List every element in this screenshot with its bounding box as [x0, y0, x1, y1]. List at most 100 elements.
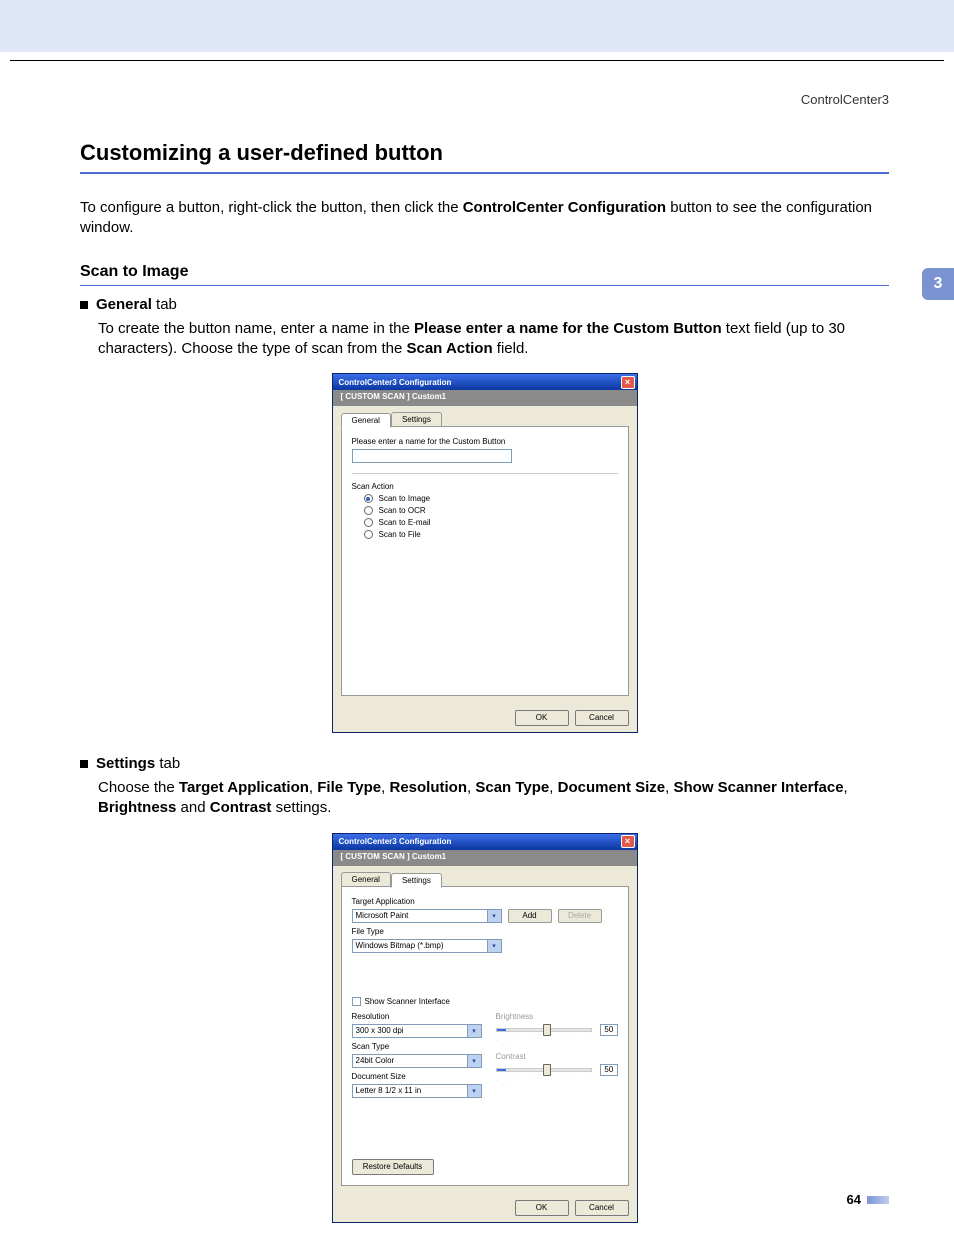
- custom-name-input[interactable]: [352, 449, 512, 463]
- target-app-dropdown[interactable]: Microsoft Paint ▾: [352, 909, 502, 923]
- radio-label: Scan to OCR: [379, 506, 426, 515]
- cancel-button[interactable]: Cancel: [575, 710, 629, 726]
- radio-scan-to-email[interactable]: Scan to E-mail: [364, 518, 618, 527]
- t: settings.: [271, 799, 331, 816]
- radio-label: Scan to Image: [379, 494, 431, 503]
- resolution-dropdown[interactable]: 300 x 300 dpi ▾: [352, 1024, 482, 1038]
- contrast-slider[interactable]: · · · · · · · · · · ·: [496, 1064, 595, 1084]
- close-icon[interactable]: ×: [621, 835, 635, 848]
- titlebar[interactable]: ControlCenter3 Configuration ×: [333, 834, 637, 850]
- docsize-dropdown[interactable]: Letter 8 1/2 x 11 in ▾: [352, 1084, 482, 1098]
- dd-value: Letter 8 1/2 x 11 in: [356, 1086, 422, 1095]
- chevron-down-icon: ▾: [487, 940, 501, 952]
- panel-general: Please enter a name for the Custom Butto…: [341, 426, 629, 696]
- t: To create the button name, enter a name …: [98, 320, 414, 337]
- top-rule: [10, 60, 944, 61]
- ok-button[interactable]: OK: [515, 1200, 569, 1216]
- radio-scan-to-ocr[interactable]: Scan to OCR: [364, 506, 618, 515]
- brightness-label: Brightness: [496, 1012, 618, 1021]
- t: ,: [381, 779, 389, 796]
- chk-label: Show Scanner Interface: [365, 997, 450, 1006]
- general-description: To create the button name, enter a name …: [98, 319, 889, 360]
- ok-button[interactable]: OK: [515, 710, 569, 726]
- dialog1-wrap: ControlCenter3 Configuration × [ CUSTOM …: [80, 373, 889, 733]
- checkbox-icon: [352, 997, 361, 1006]
- contrast-value[interactable]: 50: [600, 1064, 617, 1076]
- target-app-row: Microsoft Paint ▾ Add Delete: [352, 909, 618, 923]
- contrast-row: · · · · · · · · · · · 50: [496, 1064, 618, 1084]
- delete-button[interactable]: Delete: [558, 909, 602, 923]
- intro-paragraph: To configure a button, right-click the b…: [80, 198, 889, 239]
- tab-settings[interactable]: Settings: [391, 873, 442, 888]
- tab-general[interactable]: General: [341, 413, 391, 428]
- radio-label: Scan to E-mail: [379, 518, 431, 527]
- resolution-label: Resolution: [352, 1012, 482, 1021]
- show-scanner-checkbox[interactable]: Show Scanner Interface: [352, 997, 618, 1006]
- brightness-slider[interactable]: · · · · · · · · · · ·: [496, 1024, 595, 1044]
- radio-scan-to-file[interactable]: Scan to File: [364, 530, 618, 539]
- two-col: Resolution 300 x 300 dpi ▾ Scan Type 24b…: [352, 1012, 618, 1098]
- filetype-dropdown[interactable]: Windows Bitmap (*.bmp) ▾: [352, 939, 502, 953]
- content: Customizing a user-defined button To con…: [80, 140, 889, 1245]
- titlebar-text: ControlCenter3 Configuration: [339, 378, 452, 387]
- tabs: General Settings: [341, 872, 629, 887]
- footer-accent-bar: [867, 1196, 889, 1204]
- scantype-dropdown[interactable]: 24bit Color ▾: [352, 1054, 482, 1068]
- bullet-bold: General: [96, 296, 152, 313]
- chevron-down-icon: ▾: [487, 910, 501, 922]
- dialog-body: General Settings Target Application Micr…: [333, 866, 637, 1194]
- titlebar-text: ControlCenter3 Configuration: [339, 837, 452, 846]
- dd-value: Windows Bitmap (*.bmp): [356, 941, 444, 950]
- settings-description: Choose the Target Application, File Type…: [98, 778, 889, 819]
- chapter-tab: 3: [922, 268, 954, 300]
- col-left: Resolution 300 x 300 dpi ▾ Scan Type 24b…: [352, 1012, 482, 1098]
- col-right: Brightness · · · · · · · · · · · 50: [496, 1012, 618, 1098]
- bullet-bold: Settings: [96, 755, 155, 772]
- tabs: General Settings: [341, 412, 629, 427]
- radio-icon: [364, 518, 373, 527]
- subsection-title: Scan to Image: [80, 263, 889, 286]
- crumb-bar: [ CUSTOM SCAN ] Custom1: [333, 390, 637, 406]
- docsize-label: Document Size: [352, 1072, 482, 1081]
- t: Scan Type: [475, 779, 549, 796]
- header-product: ControlCenter3: [801, 92, 889, 107]
- section-title: Customizing a user-defined button: [80, 140, 889, 174]
- cancel-button[interactable]: Cancel: [575, 1200, 629, 1216]
- filetype-label: File Type: [352, 927, 618, 936]
- tab-general[interactable]: General: [341, 872, 391, 887]
- bullet-general: General tab: [80, 296, 889, 313]
- add-button[interactable]: Add: [508, 909, 552, 923]
- bullet-square-icon: [80, 760, 88, 768]
- tab-settings[interactable]: Settings: [391, 412, 442, 427]
- titlebar[interactable]: ControlCenter3 Configuration ×: [333, 374, 637, 390]
- dd-value: 24bit Color: [356, 1056, 395, 1065]
- t: Target Application: [179, 779, 309, 796]
- brightness-value[interactable]: 50: [600, 1024, 617, 1036]
- button-row: OK Cancel: [333, 1194, 637, 1222]
- intro-bold: ControlCenter Configuration: [463, 199, 666, 216]
- t: Document Size: [558, 779, 666, 796]
- bullet-square-icon: [80, 301, 88, 309]
- divider: [352, 473, 618, 474]
- t: Choose the: [98, 779, 179, 796]
- intro-pre: To configure a button, right-click the b…: [80, 199, 463, 216]
- t: Scan Action: [406, 340, 492, 357]
- restore-defaults-button[interactable]: Restore Defaults: [352, 1159, 434, 1175]
- radio-icon: [364, 530, 373, 539]
- bullet-text: Settings tab: [96, 755, 180, 772]
- bullet-rest: tab: [152, 296, 177, 313]
- bullet-settings: Settings tab: [80, 755, 889, 772]
- panel-settings: Target Application Microsoft Paint ▾ Add…: [341, 886, 629, 1186]
- contrast-label: Contrast: [496, 1052, 618, 1061]
- t: Resolution: [390, 779, 468, 796]
- dialog-general: ControlCenter3 Configuration × [ CUSTOM …: [332, 373, 638, 733]
- t: Please enter a name for the Custom Butto…: [414, 320, 722, 337]
- t: Contrast: [210, 799, 272, 816]
- button-row: OK Cancel: [333, 704, 637, 732]
- radio-scan-to-image[interactable]: Scan to Image: [364, 494, 618, 503]
- t: field.: [493, 340, 529, 357]
- scantype-label: Scan Type: [352, 1042, 482, 1051]
- close-icon[interactable]: ×: [621, 376, 635, 389]
- t: File Type: [317, 779, 381, 796]
- dd-value: 300 x 300 dpi: [356, 1026, 404, 1035]
